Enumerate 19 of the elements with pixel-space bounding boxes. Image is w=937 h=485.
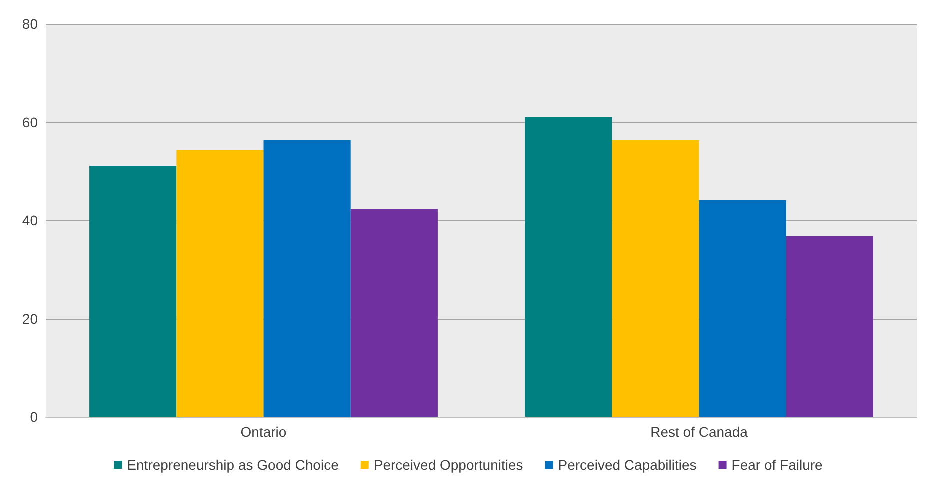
bar [525, 117, 612, 417]
y-tick-label: 0 [30, 409, 38, 425]
bar [90, 166, 177, 417]
legend-label: Perceived Opportunities [374, 457, 524, 473]
y-tick-label: 40 [22, 212, 38, 228]
legend-label: Perceived Capabilities [558, 457, 697, 473]
bar [786, 236, 874, 417]
x-tick-label: Ontario [240, 424, 287, 440]
bar [612, 140, 700, 417]
legend-label: Fear of Failure [732, 457, 824, 473]
x-tick-label: Rest of Canada [650, 424, 748, 440]
bar [699, 200, 786, 417]
bar [264, 140, 351, 417]
bar [350, 209, 438, 417]
legend-label: Entrepreneurship as Good Choice [127, 457, 340, 473]
bar [176, 150, 264, 417]
y-tick-label: 60 [22, 114, 38, 130]
y-tick-label: 20 [22, 310, 38, 327]
y-tick-label: 80 [22, 16, 38, 32]
